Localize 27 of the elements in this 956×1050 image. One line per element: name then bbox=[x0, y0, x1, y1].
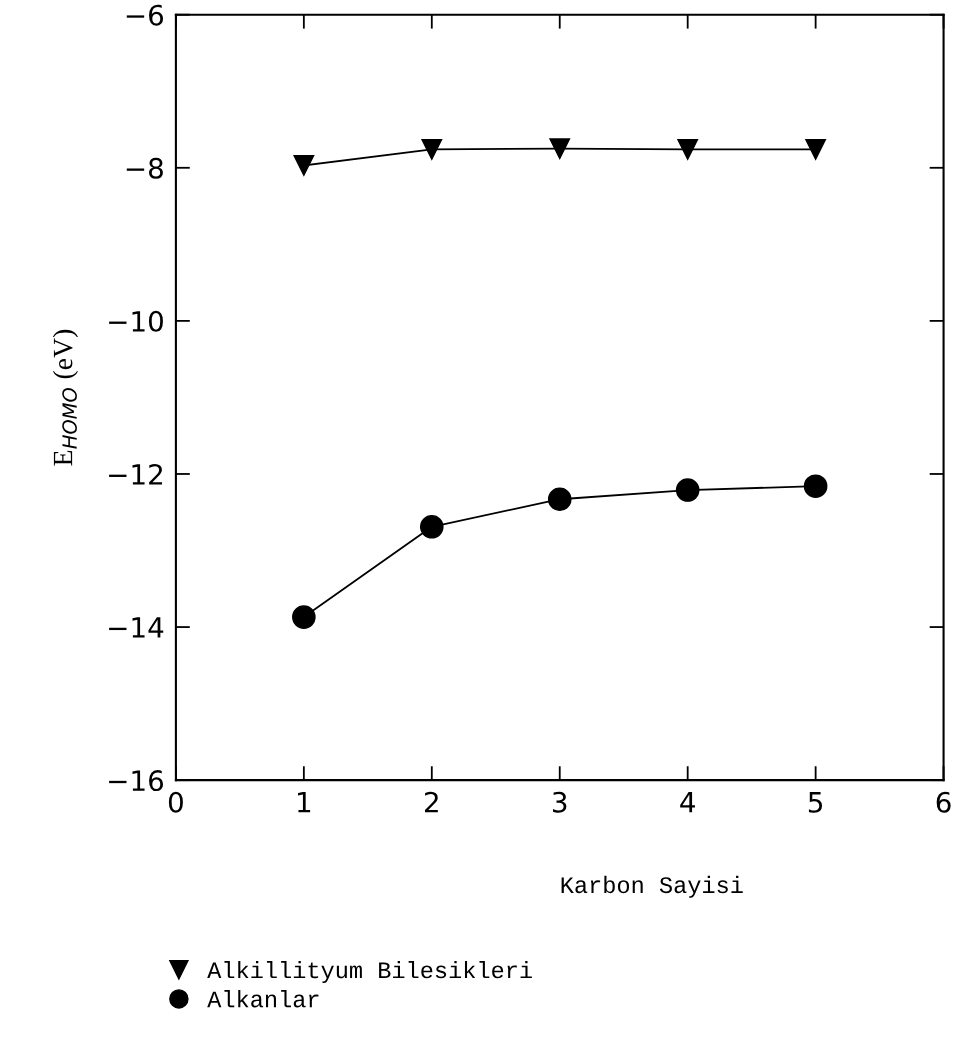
y-tick-label: −10 bbox=[109, 310, 163, 332]
point bbox=[293, 155, 315, 176]
y-axis-title: E$_{HOMO}$ (eV) bbox=[52, 329, 79, 466]
x-tick-label: 3 bbox=[553, 791, 567, 813]
legend-label: Alkanlar bbox=[207, 990, 319, 1008]
x-tick-label: 6 bbox=[936, 791, 951, 813]
y-tick-label: −16 bbox=[109, 770, 164, 792]
point bbox=[805, 139, 827, 160]
point bbox=[549, 138, 571, 160]
x-tick-label: 1 bbox=[298, 792, 311, 813]
point bbox=[677, 139, 699, 160]
point bbox=[547, 487, 572, 512]
point bbox=[421, 139, 443, 160]
legend-label: Alkillityum Bilesikleri bbox=[207, 961, 532, 984]
point bbox=[292, 605, 316, 629]
y-tick-label: −12 bbox=[109, 463, 163, 485]
point bbox=[419, 514, 444, 539]
point bbox=[675, 478, 700, 502]
y-tick-label: −14 bbox=[109, 617, 164, 638]
y-tick-label: −8 bbox=[126, 157, 163, 179]
x-axis-title: Karbon Sayisi bbox=[561, 875, 743, 898]
x-tick-label: 5 bbox=[808, 792, 823, 813]
point bbox=[803, 474, 828, 499]
y-tick-label: −6 bbox=[126, 4, 164, 26]
x-tick-label: 2 bbox=[424, 791, 438, 813]
x-tick-label: 4 bbox=[680, 792, 695, 813]
x-tick-label: 0 bbox=[168, 791, 183, 813]
